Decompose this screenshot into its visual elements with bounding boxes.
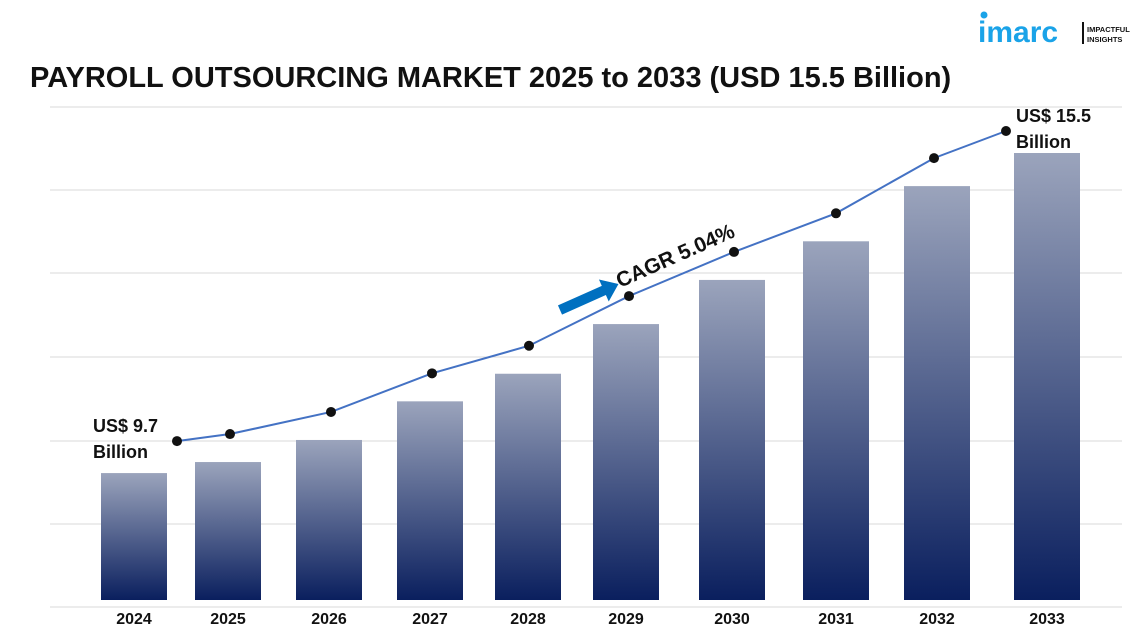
bar-2032 bbox=[904, 186, 970, 600]
trend-marker bbox=[225, 429, 235, 440]
bar-2025 bbox=[195, 462, 261, 600]
trend-marker bbox=[326, 406, 336, 417]
end-value-label: US$ 15.5 bbox=[1016, 106, 1091, 126]
x-tick-label: 2025 bbox=[210, 611, 246, 628]
bar-2029 bbox=[593, 324, 659, 600]
trend-marker bbox=[524, 340, 534, 351]
end-value-label: Billion bbox=[1016, 132, 1071, 152]
trend-marker bbox=[624, 291, 634, 302]
x-tick-label: 2030 bbox=[714, 611, 750, 628]
x-tick-label: 2029 bbox=[608, 611, 644, 628]
trend-line bbox=[176, 130, 1007, 443]
trend-marker bbox=[1001, 126, 1011, 136]
trend-marker bbox=[929, 153, 939, 164]
x-tick-label: 2024 bbox=[116, 611, 152, 628]
bar-2026 bbox=[296, 439, 362, 600]
x-tick-label: 2031 bbox=[818, 611, 854, 628]
bar-2024 bbox=[101, 473, 167, 600]
x-tick-label: 2028 bbox=[510, 611, 546, 628]
bar-2031 bbox=[803, 241, 869, 600]
trend-marker bbox=[729, 246, 739, 257]
arrow-shape bbox=[557, 279, 619, 315]
x-tick-label: 2033 bbox=[1029, 611, 1065, 628]
x-tick-label: 2027 bbox=[412, 611, 448, 628]
svg-text:INSIGHTS: INSIGHTS bbox=[1087, 35, 1122, 44]
svg-text:IMPACTFUL: IMPACTFUL bbox=[1087, 25, 1130, 34]
imarc-logo: imarc IMPACTFUL INSIGHTS bbox=[978, 11, 1130, 48]
trend-marker bbox=[831, 208, 841, 219]
start-value-label: US$ 9.7 bbox=[93, 416, 158, 436]
bar-2033 bbox=[1014, 153, 1080, 600]
start-value-label: Billion bbox=[93, 442, 148, 462]
chart-title: PAYROLL OUTSOURCING MARKET 2025 to 2033 … bbox=[30, 62, 952, 94]
trend-marker bbox=[427, 368, 437, 379]
x-tick-label: 2032 bbox=[919, 611, 955, 628]
trend-marker bbox=[172, 436, 182, 447]
bar-2030 bbox=[699, 279, 765, 600]
svg-text:imarc: imarc bbox=[978, 16, 1058, 48]
bar-2028 bbox=[495, 373, 561, 600]
bar-2027 bbox=[397, 401, 463, 600]
x-tick-label: 2026 bbox=[311, 611, 347, 628]
cagr-arrow-icon bbox=[557, 279, 619, 315]
